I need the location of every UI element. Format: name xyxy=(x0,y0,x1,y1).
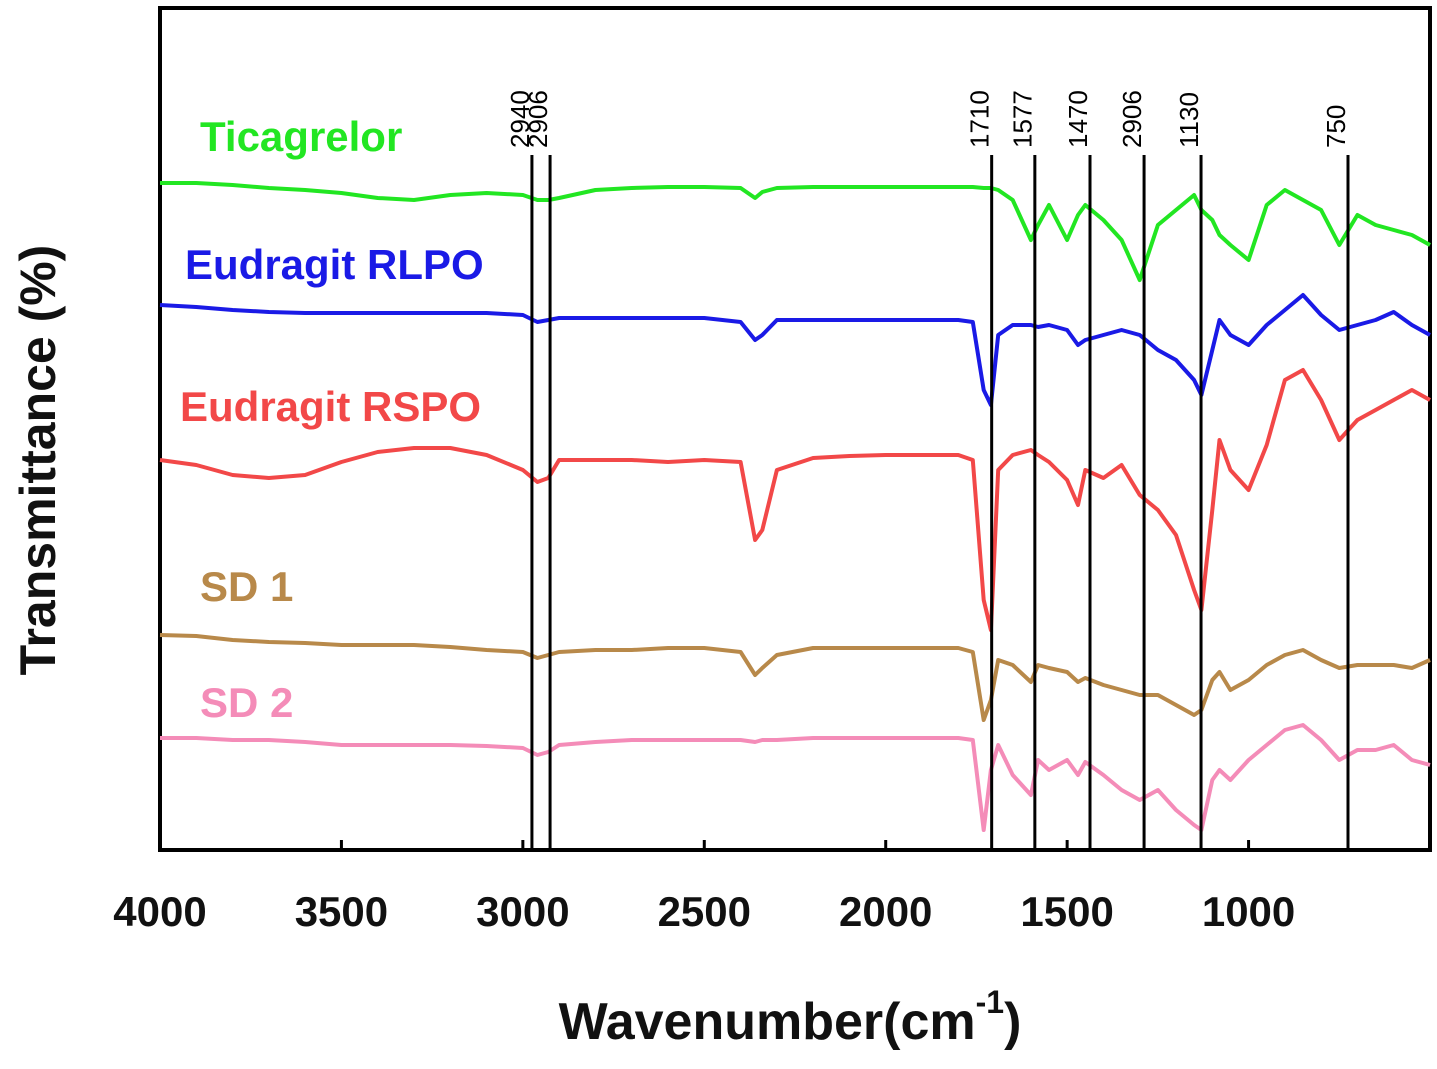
series-label: SD 1 xyxy=(200,563,293,610)
marker-label: 2906 xyxy=(1117,90,1147,148)
x-label-end: ) xyxy=(1004,993,1021,1051)
plot-frame xyxy=(158,6,1432,852)
x-label-text: Wavenumber(cm xyxy=(559,993,976,1051)
x-tick-label: 2500 xyxy=(658,888,751,935)
x-axis-label: Wavenumber(cm-1) xyxy=(559,984,1022,1050)
marker-label: 1710 xyxy=(965,90,995,148)
series-label: SD 2 xyxy=(200,679,293,726)
y-axis-label: Transmittance (%) xyxy=(10,245,66,676)
spectrum-line xyxy=(160,723,1431,832)
x-tick-label: 2000 xyxy=(839,888,932,935)
x-tick-label: 1500 xyxy=(1020,888,1113,935)
series-label: Ticagrelor xyxy=(200,113,402,160)
marker-label: 1577 xyxy=(1008,90,1038,148)
marker-label: 1130 xyxy=(1174,92,1204,148)
series-label: Eudragit RLPO xyxy=(185,241,484,288)
marker-label: 750 xyxy=(1321,105,1351,148)
x-tick-label: 1000 xyxy=(1202,888,1295,935)
series-label: Eudragit RSPO xyxy=(180,383,481,430)
spectrum-line xyxy=(159,633,1431,722)
x-tick-label: 3500 xyxy=(295,888,388,935)
x-label-sup: -1 xyxy=(976,984,1004,1020)
marker-label: 2906 xyxy=(523,90,553,148)
marker-label: 1470 xyxy=(1063,90,1093,148)
x-tick-label: 4000 xyxy=(113,888,206,935)
marker-label: 2940 xyxy=(505,90,535,148)
x-tick-label: 3000 xyxy=(476,888,569,935)
